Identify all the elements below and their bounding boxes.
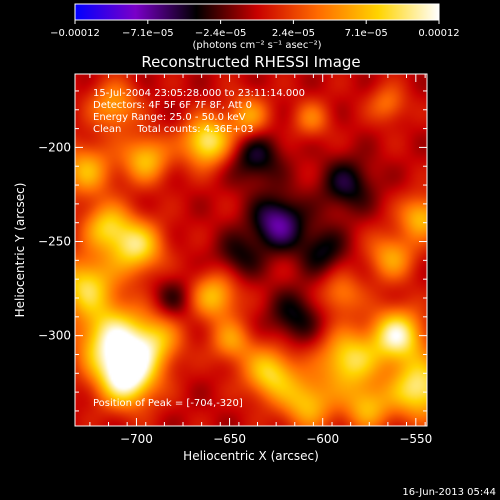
annotation-time-range: 15-Jul-2004 23:05:28.000 to 23:11:14.000	[93, 88, 305, 99]
plot-frame	[74, 73, 428, 427]
header-annotations: 15-Jul-2004 23:05:28.000 to 23:11:14.000…	[93, 88, 305, 135]
x-axis-title: Heliocentric X (arcsec)	[183, 449, 319, 463]
colorbar-tick-label: 7.1e−05	[345, 28, 388, 39]
colorbar-tick-label: 0.00012	[418, 28, 459, 39]
chart-title: Reconstructed RHESSI Image	[141, 53, 360, 71]
y-axis-title: Heliocentric Y (arcsec)	[13, 183, 27, 318]
annotation-clean-counts: Clean Total counts: 4.36E+03	[93, 124, 253, 135]
colorbar-tick-label: −2.4e−05	[195, 28, 247, 39]
x-tick-label: −650	[213, 432, 246, 446]
colorbar: −0.00012 −7.1e−05 −2.4e−05 2.4e−05 7.1e−05 0.…	[50, 3, 460, 51]
render-timestamp: 16-Jun-2013 05:44	[402, 487, 496, 498]
y-tick-label: −300	[38, 329, 71, 343]
colorbar-tick-label: 2.4e−05	[272, 28, 315, 39]
heatmap-image	[75, 74, 427, 426]
colorbar-ticks: −0.00012 −7.1e−05 −2.4e−05 2.4e−05 7.1e−05 0.…	[50, 20, 460, 39]
y-tick-label: −200	[38, 140, 71, 154]
colorbar-tick-label: −0.00012	[50, 28, 100, 39]
annotation-detectors: Detectors: 4F 5F 6F 7F 8F, Att 0	[93, 100, 252, 111]
axis-ticks: −700 −650 −600 −550 −200 −250 −300	[38, 74, 432, 446]
peak-position-annotation: Position of Peak = [-704,-320]	[93, 398, 243, 409]
x-tick-label: −550	[399, 432, 432, 446]
colorbar-units-label: (photons cm⁻² s⁻¹ asec⁻²)	[192, 40, 321, 51]
colorbar-gradient	[74, 3, 440, 21]
plot-area: −700 −650 −600 −550 −200 −250 −300	[38, 73, 432, 446]
y-tick-label: −250	[38, 235, 71, 249]
x-tick-label: −600	[306, 432, 339, 446]
x-tick-label: −700	[120, 432, 153, 446]
colorbar-tick-label: −7.1e−05	[122, 28, 174, 39]
annotation-energy-range: Energy Range: 25.0 - 50.0 keV	[93, 112, 246, 123]
